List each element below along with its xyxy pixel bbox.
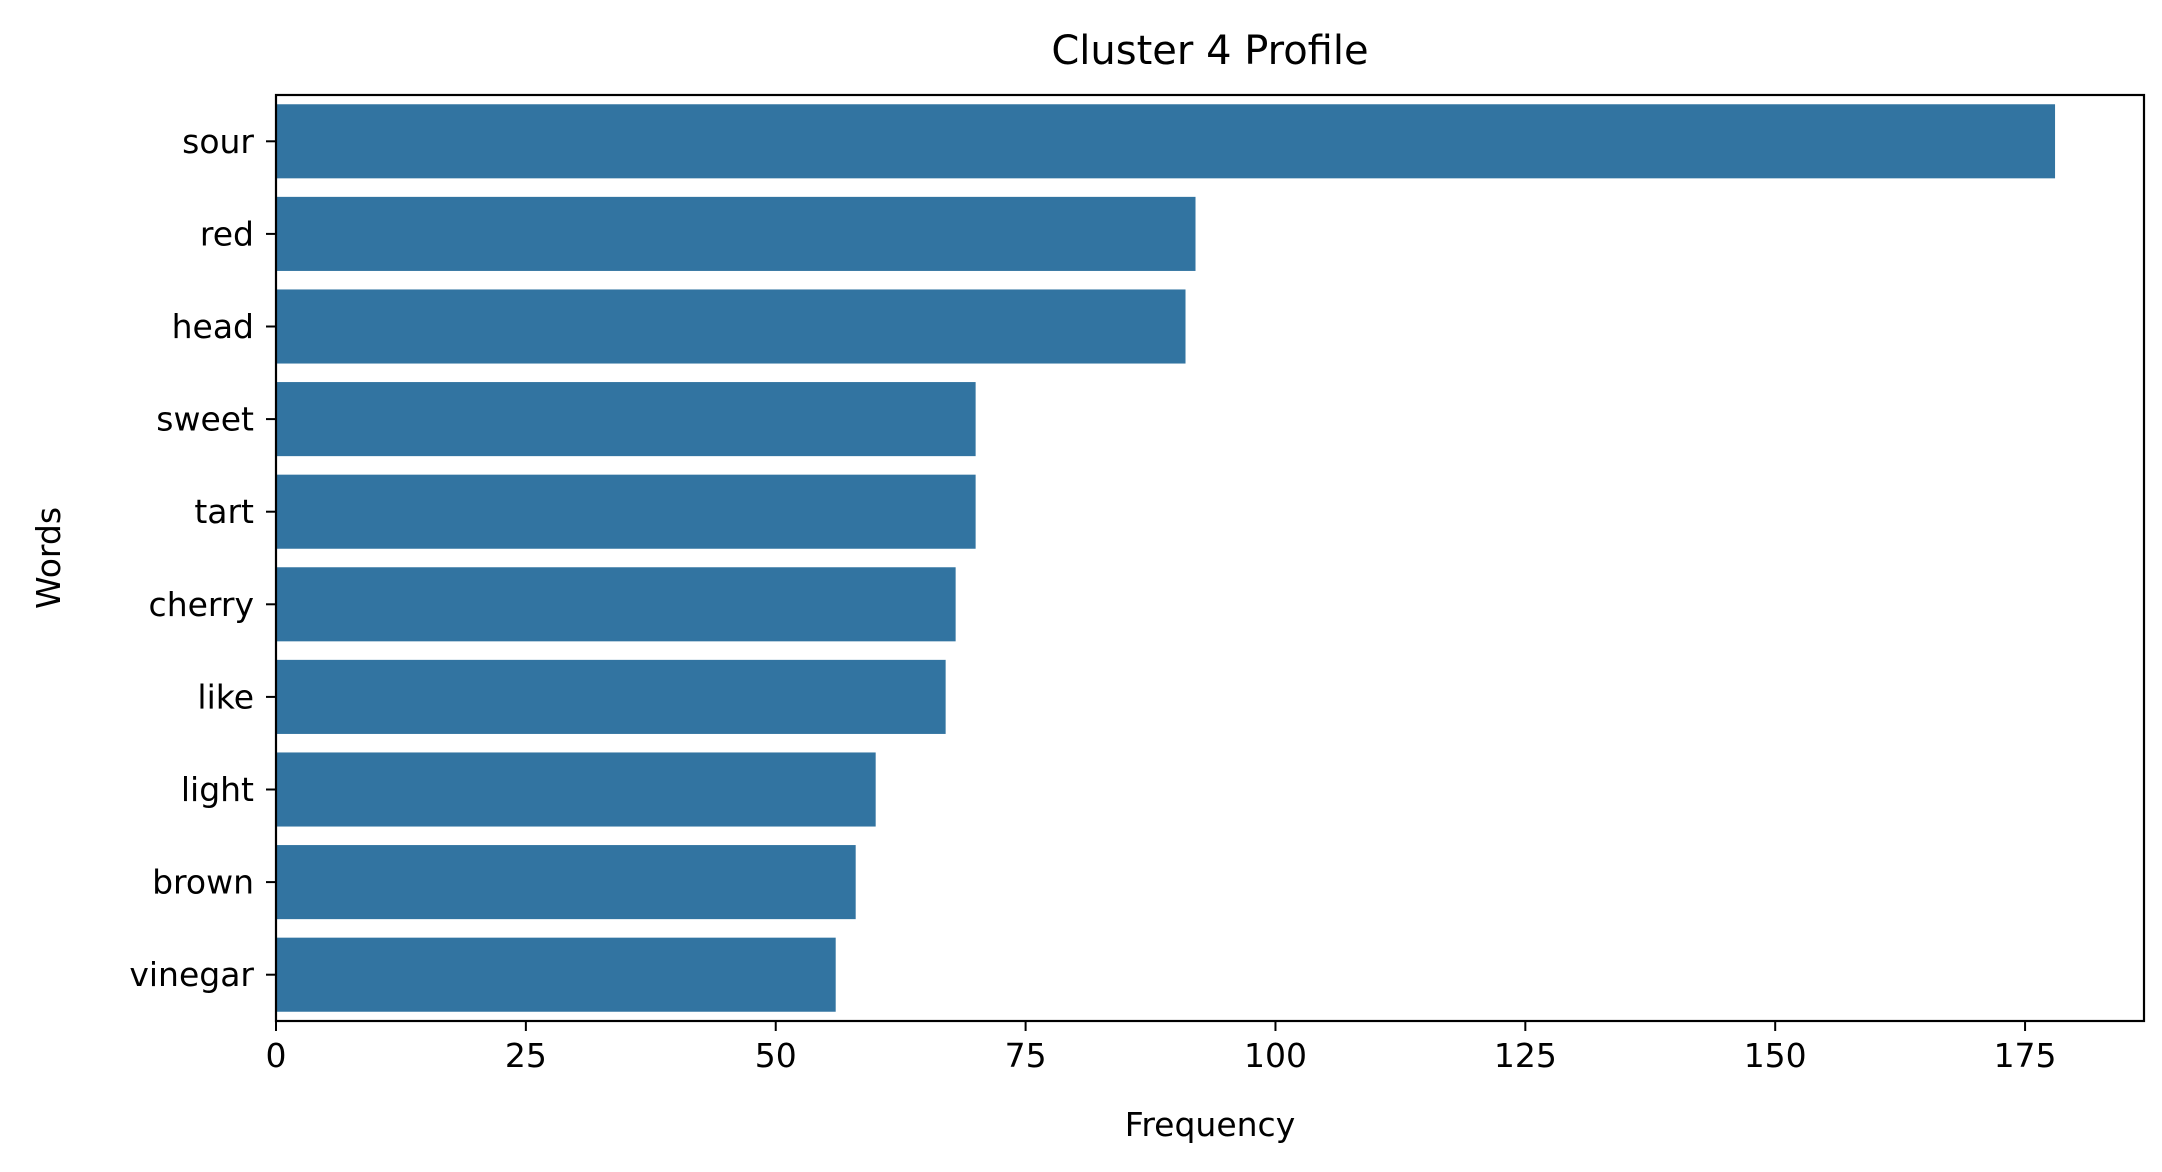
x-tick-label: 0 — [266, 1036, 287, 1075]
x-tick-label: 75 — [1005, 1036, 1047, 1075]
x-ticks: 0 25 50 75 100 125 150 175 — [266, 1021, 2057, 1075]
bar-tart — [276, 474, 976, 549]
y-axis-label: Words — [29, 507, 68, 609]
y-tick-label: light — [181, 770, 254, 809]
x-tick-label: 150 — [1744, 1036, 1807, 1075]
y-tick-label: sweet — [156, 400, 254, 439]
chart-title: Cluster 4 Profile — [1051, 28, 1368, 74]
bar-like — [276, 659, 946, 734]
x-tick-label: 175 — [1994, 1036, 2057, 1075]
bar-light — [276, 752, 876, 827]
x-tick-label: 50 — [755, 1036, 797, 1075]
bar-brown — [276, 845, 856, 920]
bar-sweet — [276, 382, 976, 457]
bar-cherry — [276, 567, 956, 642]
bar-sour — [276, 104, 2056, 179]
x-tick-label: 125 — [1494, 1036, 1557, 1075]
y-tick-label: red — [200, 214, 254, 253]
y-tick-label: cherry — [149, 585, 254, 624]
x-tick-label: 100 — [1244, 1036, 1307, 1075]
plot-frame — [274, 93, 2146, 1023]
y-tick-label: sour — [182, 122, 254, 161]
bar-red — [276, 196, 1196, 271]
x-axis-label: Frequency — [1125, 1105, 1295, 1144]
y-tick-label: head — [172, 307, 254, 346]
bar-vinegar — [276, 937, 836, 1012]
y-tick-label: like — [197, 677, 254, 716]
x-tick-label: 25 — [505, 1036, 547, 1075]
y-ticks: sour red head sweet tart cherry like light brown… — [129, 122, 276, 994]
y-tick-label: vinegar — [129, 955, 254, 994]
y-tick-label: tart — [194, 492, 254, 531]
bar-head — [276, 289, 1186, 364]
bars-layer — [276, 104, 2056, 1012]
y-tick-label: brown — [152, 863, 254, 902]
